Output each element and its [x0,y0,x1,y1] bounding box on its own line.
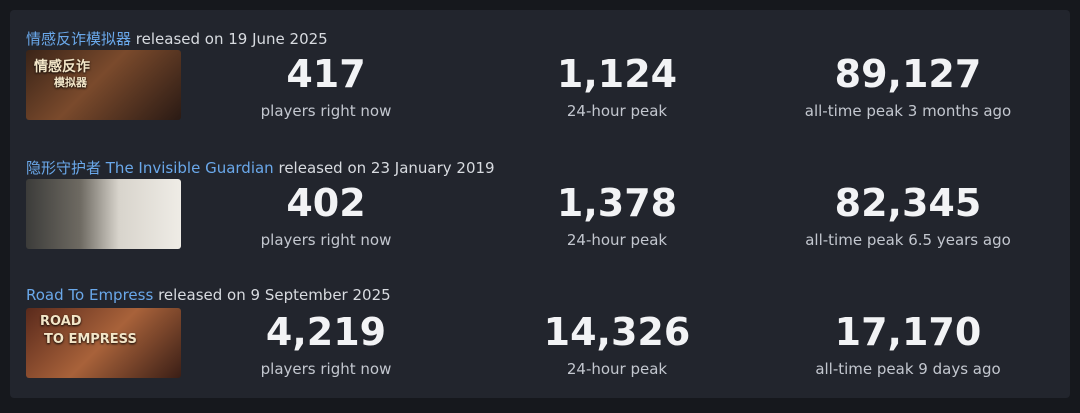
stat-label: 24-hour peak [566,102,668,120]
stat-value: 4,219 [265,310,387,354]
stat-label: players right now [260,102,392,120]
stat: 402 players right now [196,179,456,251]
stat-label: all-time peak 9 days ago [815,360,1001,378]
stats-panel: 情感反诈模拟器 released on 19 June 2025 情感反诈 模拟器 4… [10,10,1070,398]
stat-value: 1,124 [556,52,678,96]
stat-label: 24-hour peak [566,231,668,249]
stat-value: 89,127 [834,52,982,96]
stat-label: 24-hour peak [566,360,668,378]
stat-label: players right now [260,360,392,378]
stat: 89,127 all-time peak 3 months ago [778,50,1038,122]
stat-value: 402 [286,181,366,225]
stat-label: players right now [260,231,392,249]
release-date: released on 19 June 2025 [135,30,328,48]
stat: 1,124 24-hour peak [487,50,747,122]
game-title: Road To Empress released on 9 September … [26,286,391,304]
game-row: 隐形守护者 The Invisible Guardian released on… [10,139,1070,268]
stat-label: all-time peak 3 months ago [804,102,1012,120]
stat: 17,170 all-time peak 9 days ago [778,308,1038,380]
game-row: Road To Empress released on 9 September … [10,268,1070,397]
stat: 417 players right now [196,50,456,122]
game-thumbnail[interactable]: ROAD TO EMPRESS [26,308,181,378]
thumbnail-text: 情感反诈 [34,59,90,75]
stat: 1,378 24-hour peak [487,179,747,251]
game-thumbnail[interactable]: 情感反诈 模拟器 [26,50,181,120]
stat-value: 82,345 [834,181,982,225]
thumbnail-text: 模拟器 [54,76,87,89]
stat-value: 17,170 [834,310,982,354]
release-date: released on 9 September 2025 [158,286,391,304]
game-title: 情感反诈模拟器 released on 19 June 2025 [26,28,328,49]
stat: 14,326 24-hour peak [487,308,747,380]
game-name[interactable]: 情感反诈模拟器 [26,30,132,48]
stat-label: all-time peak 6.5 years ago [805,231,1011,249]
stat: 82,345 all-time peak 6.5 years ago [778,179,1038,251]
game-row: 情感反诈模拟器 released on 19 June 2025 情感反诈 模拟器 4… [10,10,1070,139]
stat-value: 417 [286,52,366,96]
thumbnail-text: TO EMPRESS [44,332,137,347]
game-name[interactable]: Road To Empress [26,286,154,304]
game-title: 隐形守护者 The Invisible Guardian released on… [26,157,495,178]
stat-value: 14,326 [543,310,691,354]
stat: 4,219 players right now [196,308,456,380]
thumbnail-text: ROAD [40,314,82,329]
stat-value: 1,378 [556,181,678,225]
game-name[interactable]: 隐形守护者 The Invisible Guardian [26,159,274,177]
release-date: released on 23 January 2019 [278,159,495,177]
game-thumbnail[interactable] [26,179,181,249]
